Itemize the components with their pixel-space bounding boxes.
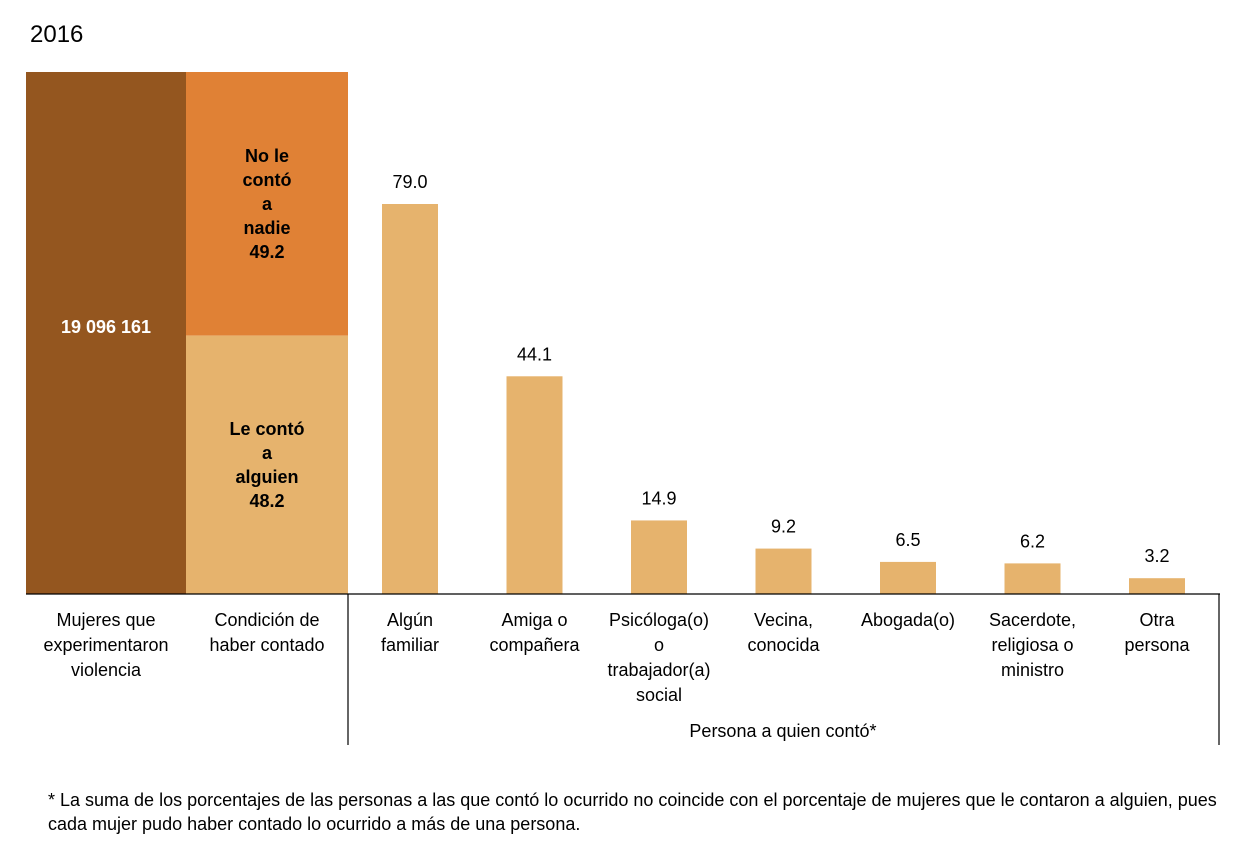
condition-segment-label: alguien xyxy=(235,467,298,487)
bar-value-label: 14.9 xyxy=(641,488,676,508)
x-tick-label: Condición de xyxy=(214,610,319,630)
bar xyxy=(506,376,563,594)
x-tick-label: Vecina, xyxy=(754,610,813,630)
x-tick-label: persona xyxy=(1124,635,1190,655)
condition-segment-label: a xyxy=(262,194,273,214)
total-value-label: 19 096 161 xyxy=(61,317,151,337)
group-label: Persona a quien contó* xyxy=(689,721,876,741)
x-tick-label: social xyxy=(636,685,682,705)
condition-segment-label: a xyxy=(262,443,273,463)
x-tick-label: haber contado xyxy=(209,635,324,655)
condition-segment-label: No le xyxy=(245,146,289,166)
bar xyxy=(1129,578,1185,594)
x-tick-label: trabajador(a) xyxy=(607,660,710,680)
bar xyxy=(1004,563,1061,594)
footnote: * La suma de los porcentajes de las pers… xyxy=(48,790,1217,834)
x-tick-label: ministro xyxy=(1001,660,1064,680)
bar xyxy=(880,561,936,594)
chart: 2016 19 096 161 No le contó a nadie 49.2 Le co… xyxy=(26,21,1220,745)
total-bar xyxy=(26,72,186,594)
condition-segment xyxy=(186,72,348,336)
condition-segment-label: Le contó xyxy=(230,419,305,439)
bar-value-label: 6.5 xyxy=(895,530,920,550)
x-tick-label: compañera xyxy=(489,635,580,655)
condition-segment-label: nadie xyxy=(243,218,290,238)
bar-value-label: 44.1 xyxy=(517,344,552,364)
bar-value-label: 6.2 xyxy=(1020,531,1045,551)
chart-year: 2016 xyxy=(30,21,83,48)
condition-segment xyxy=(186,335,348,594)
x-tick-label: o xyxy=(654,635,664,655)
condition-segment-label: contó xyxy=(243,170,292,190)
bar xyxy=(755,548,812,594)
bar-value-label: 9.2 xyxy=(771,517,796,537)
x-tick-label: experimentaron xyxy=(43,635,168,655)
bar xyxy=(631,520,687,594)
condition-segment-label: 48.2 xyxy=(249,491,284,511)
x-tick-label: Sacerdote, xyxy=(989,610,1076,630)
x-tick-label: violencia xyxy=(71,660,142,680)
bar-value-label: 3.2 xyxy=(1144,546,1169,566)
x-tick-label: Mujeres que xyxy=(56,610,155,630)
x-tick-label: religiosa o xyxy=(991,635,1073,655)
x-tick-label: conocida xyxy=(747,635,820,655)
x-tick-label: familiar xyxy=(381,635,439,655)
x-tick-label: Psicóloga(o) xyxy=(609,610,709,630)
x-tick-label: Algún xyxy=(387,610,433,630)
bar-value-label: 79.0 xyxy=(392,172,427,192)
bar xyxy=(382,204,438,594)
x-tick-label: Amiga o xyxy=(501,610,567,630)
x-tick-label: Abogada(o) xyxy=(861,610,955,630)
x-tick-label: Otra xyxy=(1139,610,1175,630)
condition-segment-label: 49.2 xyxy=(249,242,284,262)
